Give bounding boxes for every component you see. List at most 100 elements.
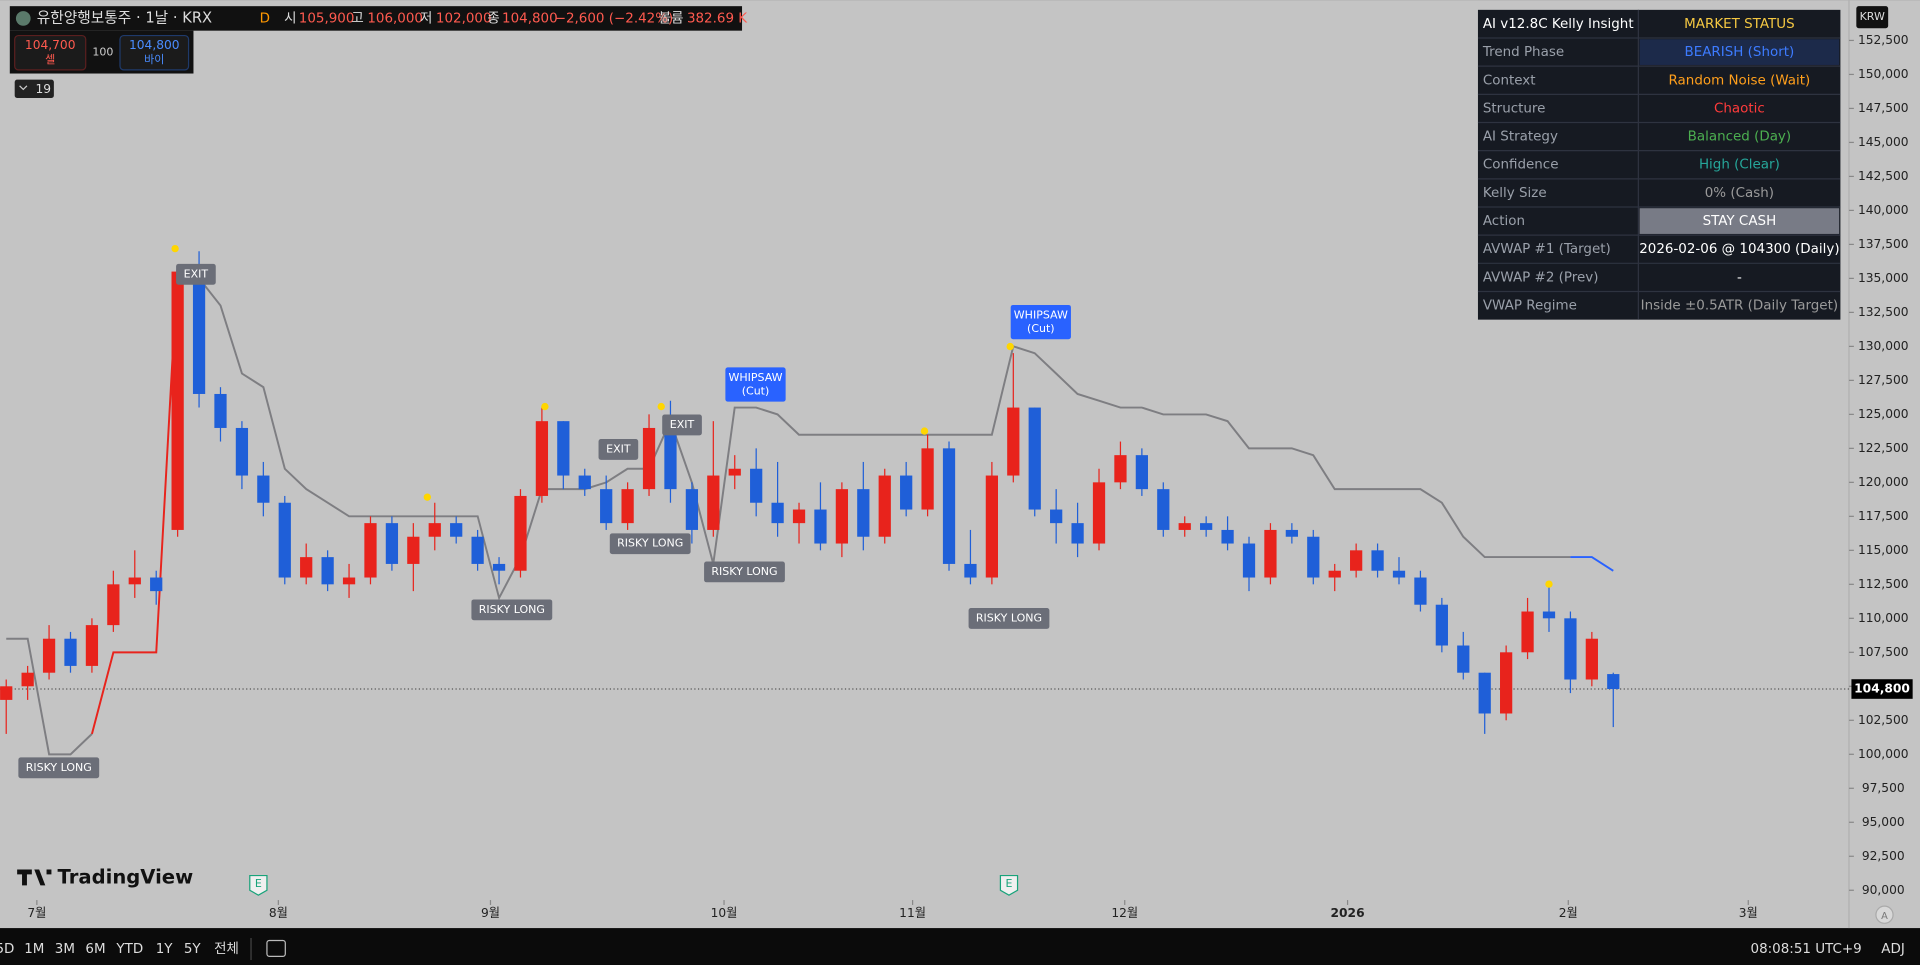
candle-body <box>1392 570 1406 578</box>
signal-label-box[interactable] <box>704 561 785 583</box>
candle-body <box>1071 523 1084 544</box>
signal-label: WHIPSAW <box>728 371 782 384</box>
indicator-toggle[interactable] <box>14 79 54 99</box>
table-row-label: AI Strategy <box>1483 130 1558 145</box>
table-row-value: 2026-02-06 @ 104300 (Daily) <box>1639 242 1839 257</box>
auto-scale-icon: A <box>1881 911 1888 922</box>
candle-body <box>1221 529 1234 544</box>
symbol-bar <box>9 6 743 31</box>
y-tick-label: 132,500 <box>1858 305 1909 319</box>
candle-body <box>171 271 184 530</box>
signal-label-box[interactable] <box>471 599 553 621</box>
table-row-value: High (Clear) <box>1699 158 1780 173</box>
symbol[interactable]: 유한양행보통주 · 1날 · KRX <box>37 9 212 26</box>
open-label: 시 <box>284 11 296 26</box>
signal-label-box[interactable] <box>176 263 216 285</box>
auto-scale-button[interactable] <box>1875 905 1894 924</box>
candle-body <box>1500 652 1513 714</box>
signal-label: (Cut) <box>742 384 770 397</box>
candle-body <box>1028 407 1041 510</box>
candle-body <box>578 475 591 490</box>
brand[interactable]: TradingView <box>58 866 194 889</box>
candle-body <box>385 523 399 564</box>
candle-body <box>64 638 77 666</box>
candle-body <box>1564 618 1577 680</box>
range-button[interactable]: 5D <box>0 942 14 957</box>
trailing-stop-line <box>91 264 179 735</box>
trailing-stop-line <box>198 277 1571 601</box>
plot: EXITEXITEXITWHIPSAW(Cut)WHIPSAW(Cut)RISK… <box>0 39 1854 905</box>
x-tick-label: 7월 <box>27 906 46 920</box>
candle-body <box>1157 489 1170 530</box>
candle-body <box>1585 638 1598 680</box>
candle-body <box>128 577 141 585</box>
candle-body <box>192 271 206 394</box>
range-button[interactable]: 전체 <box>214 941 239 957</box>
quantity[interactable]: 100 <box>92 46 113 59</box>
candle-body <box>985 475 999 578</box>
signal-dot <box>657 402 665 411</box>
candle-body <box>1264 529 1277 578</box>
y-tick-label: 130,000 <box>1858 339 1909 353</box>
bottom-toolbar <box>0 928 1920 965</box>
range-button[interactable]: 6M <box>85 942 105 957</box>
earnings-marker[interactable] <box>999 874 1019 896</box>
signal-label-box[interactable] <box>598 439 639 460</box>
signal-label: RISKY LONG <box>617 537 683 550</box>
table-title: AI v12.8C Kelly Insight <box>1483 17 1634 32</box>
range-button[interactable]: 1Y <box>156 942 174 957</box>
candle-body <box>1050 509 1063 524</box>
candle-body <box>1007 407 1020 476</box>
last-price-tag <box>1851 679 1913 699</box>
range-button[interactable]: 1M <box>24 942 44 957</box>
y-tick-label: 140,000 <box>1858 203 1909 217</box>
candle-body <box>492 563 506 571</box>
candle-body <box>878 475 891 537</box>
signal-label-box[interactable] <box>1010 304 1071 340</box>
candle-body <box>342 577 356 585</box>
currency-box[interactable] <box>1856 6 1889 29</box>
x-tick-label: 12월 <box>1111 906 1138 920</box>
candle-body <box>235 427 249 476</box>
interval[interactable]: D <box>260 11 270 26</box>
signal-label-box[interactable] <box>725 367 786 402</box>
candle-body <box>407 536 420 564</box>
adjust-toggle[interactable]: ADJ <box>1881 942 1905 957</box>
x-tick-label: 2월 <box>1559 906 1578 920</box>
signal-label-box[interactable] <box>662 414 702 436</box>
candle-body <box>471 536 484 564</box>
signal-label-box[interactable] <box>968 608 1050 629</box>
candle-body <box>685 489 699 530</box>
candle-body <box>1285 529 1298 537</box>
candle-body <box>1435 604 1448 646</box>
y-tick-label: 95,000 <box>1862 815 1905 829</box>
buy-button[interactable] <box>119 34 190 71</box>
y-tick-label: 135,000 <box>1858 271 1909 285</box>
table-row-value: Inside ±0.5ATR (Daily Target) <box>1641 299 1838 314</box>
signal-label-box[interactable] <box>18 757 100 779</box>
candle-body <box>964 563 977 578</box>
y-tick-label: 120,000 <box>1858 475 1909 489</box>
date-range-icon[interactable] <box>266 939 286 957</box>
y-tick-label: 137,500 <box>1858 237 1909 251</box>
candle-body <box>364 523 377 578</box>
candle-body <box>428 523 441 537</box>
symbol-logo <box>15 11 31 26</box>
sell-button[interactable] <box>14 34 87 71</box>
candle-body <box>1414 577 1427 605</box>
y-tick-label: 150,000 <box>1858 67 1909 81</box>
table-row-label: Confidence <box>1483 158 1559 173</box>
range-button[interactable]: 5Y <box>184 942 202 957</box>
range-button[interactable]: 3M <box>55 942 75 957</box>
candle-body <box>257 475 270 503</box>
table-status: MARKET STATUS <box>1684 17 1794 32</box>
earnings-marker[interactable] <box>249 874 268 896</box>
signal-label-box[interactable] <box>609 533 691 555</box>
signal-dot <box>920 427 929 435</box>
signal-dot <box>423 493 432 501</box>
y-tick-label: 112,500 <box>1858 577 1909 591</box>
candle-body <box>942 448 956 564</box>
range-button[interactable]: YTD <box>115 942 143 957</box>
high: 106,000 <box>367 11 423 26</box>
